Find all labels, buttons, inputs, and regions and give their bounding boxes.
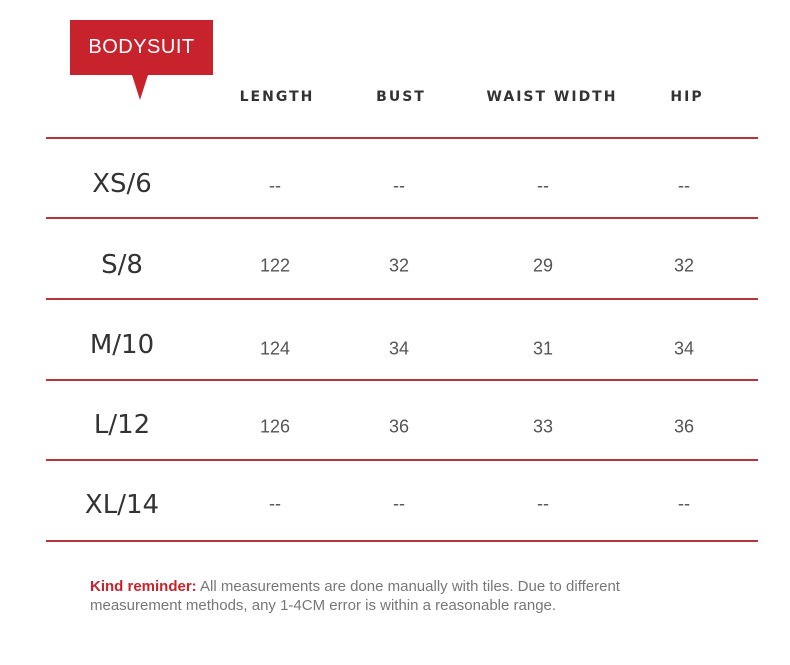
measurement-cell: 36 (673, 416, 695, 437)
measurement-cell: -- (537, 175, 549, 196)
row-divider (46, 298, 758, 300)
size-label: XS/6 (92, 169, 152, 199)
measurement-cell: 34 (673, 338, 695, 359)
measurement-cell: -- (537, 493, 549, 514)
measurement-cell: 33 (532, 416, 554, 437)
row-divider (46, 459, 758, 461)
row-divider (46, 379, 758, 381)
row-divider (46, 540, 758, 542)
measurement-cell: -- (678, 175, 690, 196)
measurement-cell: 36 (388, 416, 410, 437)
measurement-cell: -- (678, 493, 690, 514)
reminder-text-1: All measurements are done manually with … (196, 578, 620, 595)
measurement-cell: 124 (259, 338, 291, 359)
product-label: BODYSUIT (70, 20, 213, 75)
header-hip: HIP (670, 89, 704, 105)
size-label: S/8 (101, 250, 143, 280)
reminder-label: Kind reminder: (90, 578, 197, 595)
row-divider (46, 217, 758, 219)
measurement-cell: 32 (388, 255, 410, 276)
measurement-cell: 122 (259, 255, 291, 276)
label-pointer (132, 75, 148, 100)
row-divider (46, 137, 758, 139)
size-label: L/12 (93, 410, 151, 440)
kind-reminder: Kind reminder: All measurements are done… (90, 577, 740, 615)
size-label: M/10 (89, 330, 155, 360)
header-bust: BUST (376, 89, 426, 105)
measurement-cell: -- (269, 493, 281, 514)
measurement-cell: 126 (259, 416, 291, 437)
size-label: XL/14 (84, 490, 160, 520)
measurement-cell: -- (393, 493, 405, 514)
reminder-text-2: measurement methods, any 1-4CM error is … (90, 597, 557, 614)
header-waist-width: WAIST WIDTH (486, 89, 618, 105)
measurement-cell: 29 (532, 255, 554, 276)
measurement-cell: 32 (673, 255, 695, 276)
measurement-cell: 31 (532, 338, 554, 359)
measurement-cell: -- (393, 175, 405, 196)
header-length: LENGTH (239, 89, 315, 105)
measurement-cell: -- (269, 175, 281, 196)
measurement-cell: 34 (388, 338, 410, 359)
